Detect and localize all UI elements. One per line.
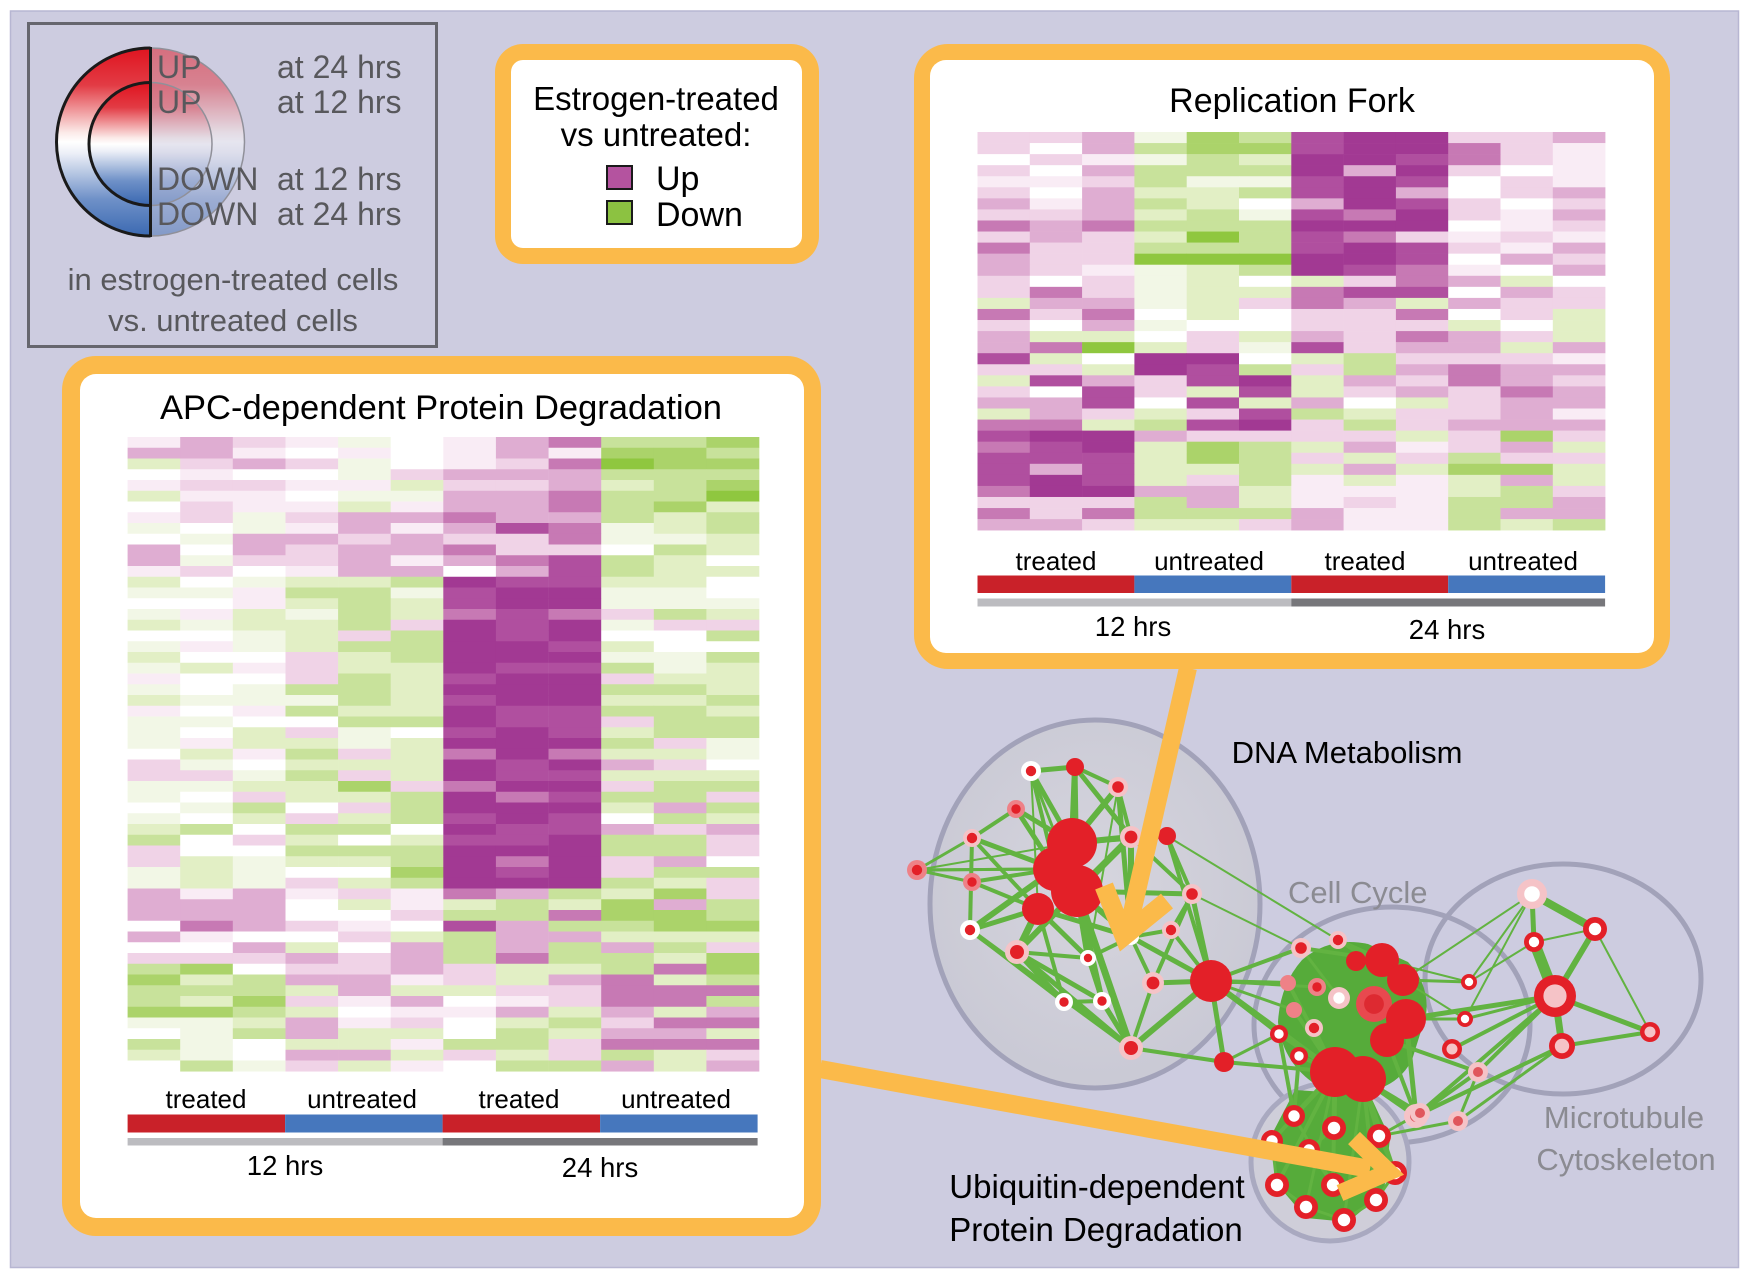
svg-text:at 12 hrs: at 12 hrs — [277, 84, 402, 120]
svg-text:Up: Up — [656, 160, 699, 198]
svg-text:APC-dependent Protein Degradat: APC-dependent Protein Degradation — [160, 389, 722, 427]
svg-text:vs untreated:: vs untreated: — [561, 116, 752, 153]
svg-text:Microtubule: Microtubule — [1544, 1100, 1704, 1135]
svg-text:at 12 hrs: at 12 hrs — [277, 161, 402, 197]
svg-text:vs. untreated cells: vs. untreated cells — [108, 303, 358, 338]
svg-text:treated: treated — [1016, 546, 1097, 576]
svg-text:treated: treated — [479, 1084, 560, 1114]
svg-text:Replication Fork: Replication Fork — [1169, 82, 1416, 120]
svg-text:untreated: untreated — [1154, 546, 1264, 576]
svg-text:treated: treated — [166, 1084, 247, 1114]
svg-text:Protein Degradation: Protein Degradation — [949, 1211, 1243, 1248]
svg-text:Cytoskeleton: Cytoskeleton — [1536, 1142, 1715, 1177]
svg-text:UP: UP — [157, 84, 201, 120]
svg-text:24 hrs: 24 hrs — [1409, 614, 1485, 645]
svg-text:Ubiquitin-dependent: Ubiquitin-dependent — [949, 1168, 1244, 1205]
svg-text:treated: treated — [1325, 546, 1406, 576]
svg-text:DOWN: DOWN — [157, 161, 258, 197]
svg-text:Cell Cycle: Cell Cycle — [1288, 875, 1428, 910]
svg-text:Estrogen-treated: Estrogen-treated — [533, 80, 779, 117]
svg-text:in estrogen-treated cells: in estrogen-treated cells — [68, 262, 399, 297]
svg-text:untreated: untreated — [307, 1084, 417, 1114]
svg-text:at 24 hrs: at 24 hrs — [277, 49, 402, 85]
svg-text:DOWN: DOWN — [157, 196, 258, 232]
svg-text:DNA Metabolism: DNA Metabolism — [1232, 735, 1463, 770]
svg-text:24 hrs: 24 hrs — [562, 1152, 638, 1183]
svg-text:at 24 hrs: at 24 hrs — [277, 196, 402, 232]
svg-text:untreated: untreated — [1468, 546, 1578, 576]
svg-text:12 hrs: 12 hrs — [1095, 611, 1171, 642]
svg-text:untreated: untreated — [621, 1084, 731, 1114]
svg-text:UP: UP — [157, 49, 201, 85]
svg-text:12 hrs: 12 hrs — [247, 1150, 323, 1181]
svg-text:Down: Down — [656, 196, 743, 234]
